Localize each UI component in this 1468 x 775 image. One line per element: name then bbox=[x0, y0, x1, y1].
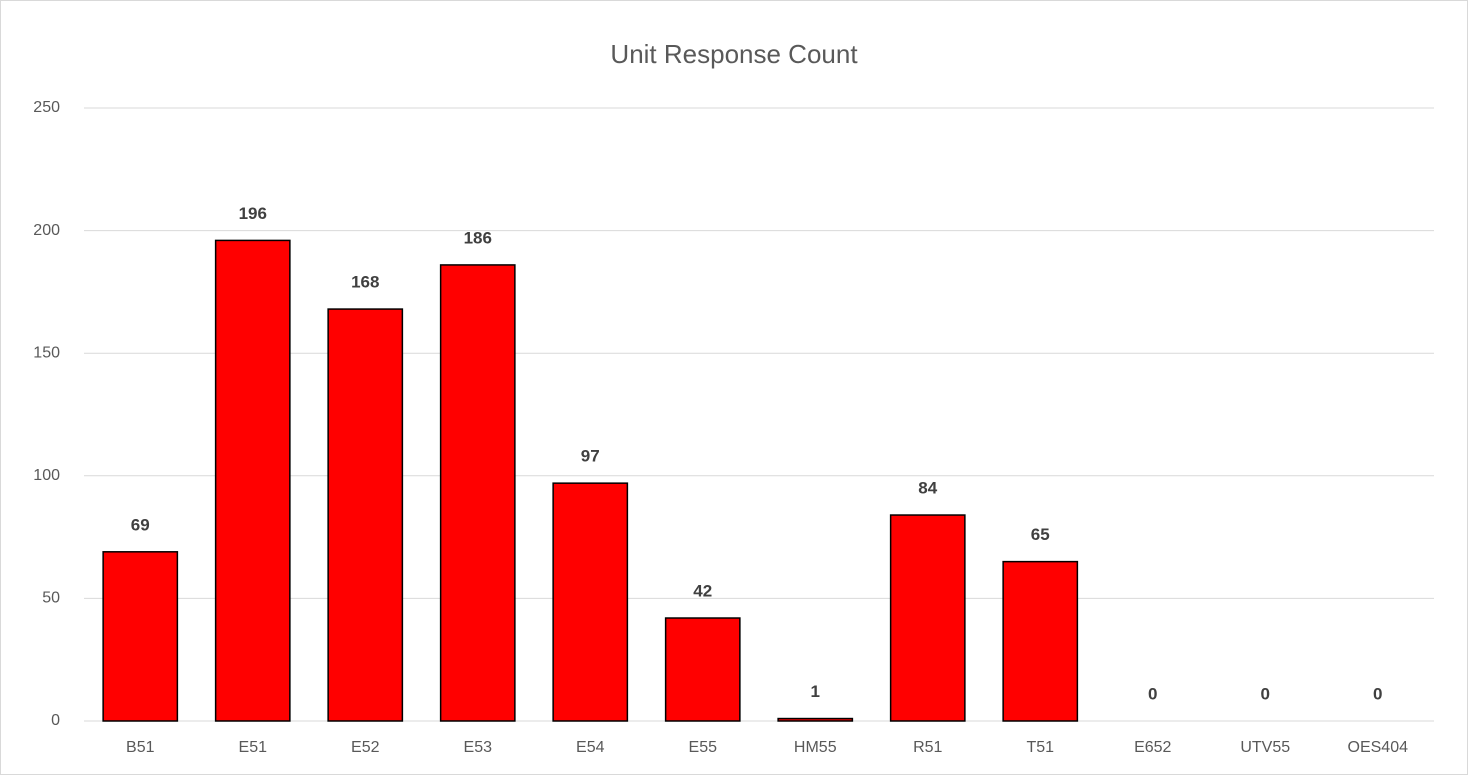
x-tick-label: T51 bbox=[1026, 739, 1054, 756]
bar bbox=[439, 264, 516, 722]
x-tick-label: E54 bbox=[576, 739, 605, 756]
bar bbox=[664, 617, 741, 722]
data-label: 69 bbox=[131, 515, 150, 534]
y-tick-label: 100 bbox=[33, 467, 60, 484]
x-tick-label: E652 bbox=[1134, 739, 1171, 756]
x-tick-label: UTV55 bbox=[1240, 739, 1290, 756]
bar bbox=[327, 308, 404, 722]
y-tick-label: 0 bbox=[51, 712, 60, 729]
bar bbox=[102, 551, 179, 722]
y-tick-label: 200 bbox=[33, 222, 60, 239]
data-label: 0 bbox=[1261, 684, 1270, 703]
x-tick-label: E53 bbox=[464, 739, 493, 756]
x-tick-label: E52 bbox=[351, 739, 380, 756]
data-label: 196 bbox=[239, 204, 267, 223]
data-label: 65 bbox=[1031, 525, 1050, 544]
bar bbox=[552, 482, 629, 722]
data-label: 1 bbox=[811, 682, 820, 701]
y-tick-label: 50 bbox=[42, 590, 60, 607]
data-label: 84 bbox=[918, 479, 937, 498]
x-tick-label: R51 bbox=[913, 739, 942, 756]
bar bbox=[214, 239, 291, 722]
data-label: 42 bbox=[693, 582, 712, 601]
chart-title: Unit Response Count bbox=[610, 39, 858, 69]
data-label: 97 bbox=[581, 447, 600, 466]
y-tick-label: 250 bbox=[33, 99, 60, 116]
x-tick-label: OES404 bbox=[1348, 739, 1409, 756]
bar bbox=[889, 514, 966, 722]
bar bbox=[777, 717, 854, 722]
data-label: 168 bbox=[351, 273, 379, 292]
data-label: 0 bbox=[1373, 684, 1382, 703]
x-tick-label: HM55 bbox=[794, 739, 837, 756]
bar bbox=[1002, 560, 1079, 722]
data-label: 186 bbox=[464, 228, 492, 247]
data-label: 0 bbox=[1148, 684, 1157, 703]
x-tick-label: E55 bbox=[689, 739, 718, 756]
x-tick-label: E51 bbox=[239, 739, 268, 756]
x-tick-label: B51 bbox=[126, 739, 155, 756]
y-tick-label: 150 bbox=[33, 344, 60, 361]
